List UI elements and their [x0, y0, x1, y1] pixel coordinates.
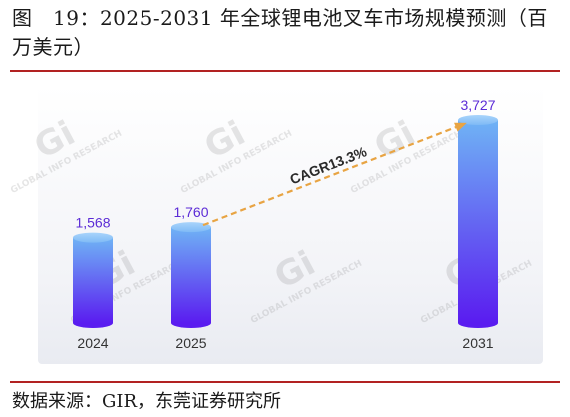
bar — [73, 237, 113, 323]
bars-layer: 1,568 2024 1,760 2025 3,727 2031 — [73, 97, 498, 351]
figure-number: 图 19： — [12, 6, 100, 30]
bar — [458, 120, 498, 323]
bar — [171, 227, 211, 323]
chart-title: 2025-2031 年全球锂电池叉车市场规模预测（百万美元） — [12, 6, 548, 59]
cagr-line — [202, 122, 465, 227]
bar-cap — [458, 115, 498, 125]
x-tick-label: 2024 — [77, 335, 108, 351]
bar-cap — [73, 232, 113, 243]
bar-cap — [171, 222, 211, 233]
data-label: 1,568 — [75, 215, 110, 231]
data-label: 3,727 — [460, 97, 495, 113]
figure-caption: 图 19：2025-2031 年全球锂电池叉车市场规模预测（百万美元） — [12, 4, 560, 62]
x-tick-label: 2031 — [462, 335, 493, 351]
x-tick-label: 2025 — [175, 335, 206, 351]
bottom-divider — [10, 381, 560, 383]
bar-group: 1,568 2024 — [73, 215, 113, 351]
data-source: 数据来源：GIR，东莞证券研究所 — [12, 391, 282, 412]
data-label: 1,760 — [173, 204, 208, 220]
bar-group: 3,727 2031 — [458, 97, 498, 351]
top-divider — [10, 70, 560, 72]
cagr-arrowhead — [454, 122, 467, 132]
bar-group: 1,760 2025 — [171, 204, 211, 351]
